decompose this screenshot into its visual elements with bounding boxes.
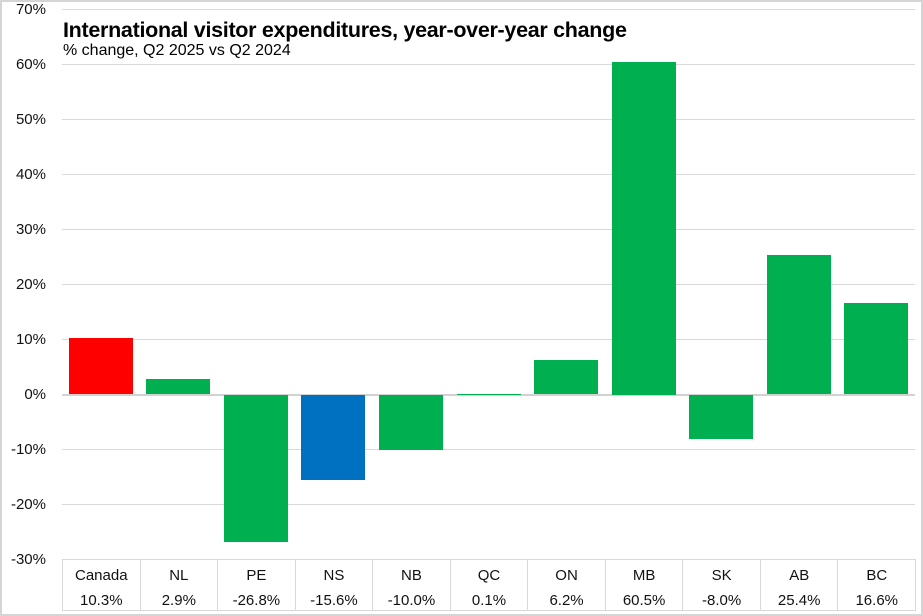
category-label: NS [323, 567, 345, 584]
category-label: Canada [75, 567, 128, 584]
gridline [62, 504, 915, 505]
chart-title: International visitor expenditures, year… [63, 18, 627, 42]
category-cell-ns: NS -15.6% [294, 560, 373, 610]
gridline [62, 174, 915, 175]
bar-sk [689, 394, 754, 439]
category-cell-qc: QC 0.1% [449, 560, 528, 610]
category-value: 6.2% [549, 592, 584, 609]
category-value: 25.4% [777, 592, 821, 609]
gridline [62, 449, 915, 450]
category-value: 0.1% [471, 592, 507, 609]
y-axis-tick-label: -10% [10, 440, 46, 458]
y-axis-tick-label: 10% [15, 330, 46, 348]
category-label: MB [632, 567, 656, 584]
category-cell-canada: Canada 10.3% [62, 560, 140, 610]
gridline [62, 119, 915, 120]
y-axis-tick-label: 60% [15, 55, 46, 73]
gridline [62, 9, 915, 10]
category-value: -15.6% [310, 592, 358, 609]
bar-ab [766, 254, 831, 395]
category-value: 10.3% [80, 592, 123, 609]
gridline [62, 339, 915, 340]
category-label: SK [711, 567, 732, 584]
bar-ns [301, 394, 366, 481]
category-label: ON [555, 567, 578, 584]
bar-pe [223, 394, 288, 542]
category-cell-on: ON 6.2% [527, 560, 605, 610]
category-value: 16.6% [855, 592, 899, 609]
gridline [62, 284, 915, 285]
category-value: -26.8% [232, 592, 281, 609]
category-cell-nl: NL 2.9% [139, 560, 218, 610]
category-cell-sk: SK -8.0% [682, 560, 760, 610]
category-label: PE [246, 567, 267, 584]
category-cell-bc: BC 16.6% [837, 560, 917, 610]
bar-nl [146, 378, 211, 395]
y-axis-tick-label: -30% [10, 550, 46, 568]
category-cell-pe: PE -26.8% [217, 560, 295, 610]
y-axis-tick-label: 20% [15, 275, 46, 293]
x-axis-table: Canada 10.3% NL 2.9% PE -26.8% NS -15.6% NB -10.0… [62, 559, 917, 611]
category-cell-ab: AB 25.4% [759, 560, 838, 610]
y-axis-tick-label: 40% [15, 165, 46, 183]
category-label: NB [401, 567, 422, 584]
bar-qc [456, 393, 521, 395]
bar-bc [844, 303, 909, 395]
y-axis-tick-label: -20% [10, 495, 46, 513]
bar-canada [68, 337, 133, 395]
y-axis-tick-label: 70% [15, 0, 46, 18]
zero-axis-line [62, 393, 915, 396]
bar-nb [378, 394, 443, 450]
category-label: QC [477, 567, 501, 584]
chart-subtitle: % change, Q2 2025 vs Q2 2024 [63, 42, 291, 59]
bar-on [534, 360, 599, 395]
y-axis-tick-label: 50% [15, 110, 46, 128]
category-label: NL [169, 567, 189, 584]
gridline [62, 64, 915, 65]
category-label: BC [866, 567, 888, 584]
gridline [62, 229, 915, 230]
y-axis-tick-label: 0% [24, 385, 46, 403]
bar-mb [611, 61, 676, 395]
category-cell-mb: MB 60.5% [604, 560, 683, 610]
category-cell-nb: NB -10.0% [372, 560, 450, 610]
category-value: -8.0% [702, 592, 742, 609]
y-axis-tick-label: 30% [15, 220, 46, 238]
category-value: 2.9% [161, 592, 196, 609]
category-value: -10.0% [387, 592, 436, 609]
category-label: AB [789, 567, 810, 584]
category-value: 60.5% [622, 592, 666, 609]
